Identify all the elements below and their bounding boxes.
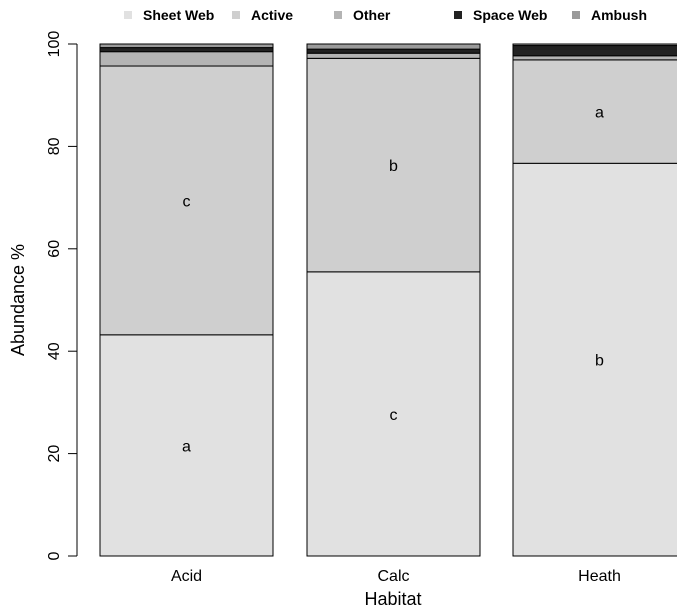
legend-item-ambush: Ambush [572, 7, 647, 23]
x-axis: Acid Calc Heath [171, 568, 621, 585]
bar-segment-acid-ambush [99, 43, 274, 49]
bar-calc: cb [306, 43, 481, 557]
bar-segment-acid-space-web [99, 47, 274, 53]
bar-segment-calc-active [306, 57, 481, 273]
segment-label-acid-active: c [183, 193, 191, 210]
legend-swatch [572, 11, 580, 19]
segment-label-acid-sheet-web: a [182, 438, 191, 455]
bar-segment-calc-space-web [306, 48, 481, 54]
bar-segment-calc-other [306, 52, 481, 59]
segment-label-heath-active: a [595, 105, 604, 122]
legend-label: Sheet Web [143, 7, 214, 23]
legend-item-space-web: Space Web [454, 7, 547, 23]
bar-segment-heath-space-web [512, 45, 677, 57]
bar-segment-heath-sheet-web [512, 162, 677, 557]
legend-label: Space Web [473, 7, 547, 23]
bar-segment-heath-other [512, 55, 677, 61]
x-tick-label-heath: Heath [578, 568, 621, 585]
segment-label-calc-sheet-web: c [390, 407, 398, 424]
y-tick-label: 20 [46, 445, 63, 463]
legend-swatch [454, 11, 462, 19]
y-tick-label: 60 [46, 240, 63, 258]
x-tick-label-acid: Acid [171, 568, 202, 585]
bar-segment-acid-sheet-web [99, 334, 274, 557]
legend-item-other: Other [334, 7, 391, 23]
bar-heath: ba [512, 43, 677, 557]
y-axis: 0 20 40 60 80 100 [46, 31, 78, 560]
bar-acid: ac [99, 43, 274, 557]
segment-label-calc-active: b [389, 158, 398, 175]
segment-label-heath-sheet-web: b [595, 353, 604, 370]
legend-label: Other [353, 7, 391, 23]
legend-label: Ambush [591, 7, 647, 23]
bar-segment-heath-active [512, 59, 677, 164]
y-tick-label: 40 [46, 342, 63, 360]
legend-label: Active [251, 7, 293, 23]
y-tick-label: 0 [46, 551, 63, 560]
y-tick-label: 80 [46, 137, 63, 155]
legend-swatch [334, 11, 342, 19]
y-tick-label: 100 [46, 31, 63, 58]
legend: Sheet Web Active Other Space Web Ambush [124, 7, 647, 23]
y-axis-title: Abundance % [8, 244, 28, 356]
legend-item-active: Active [232, 7, 293, 23]
bar-segment-heath-ambush [512, 43, 677, 47]
legend-swatch [124, 11, 132, 19]
legend-item-sheet-web: Sheet Web [124, 7, 214, 23]
x-tick-label-calc: Calc [377, 568, 409, 585]
bar-segment-acid-active [99, 65, 274, 336]
x-axis-title: Habitat [364, 589, 421, 609]
bar-segment-calc-ambush [306, 43, 481, 50]
legend-swatch [232, 11, 240, 19]
bar-segment-acid-other [99, 51, 274, 67]
